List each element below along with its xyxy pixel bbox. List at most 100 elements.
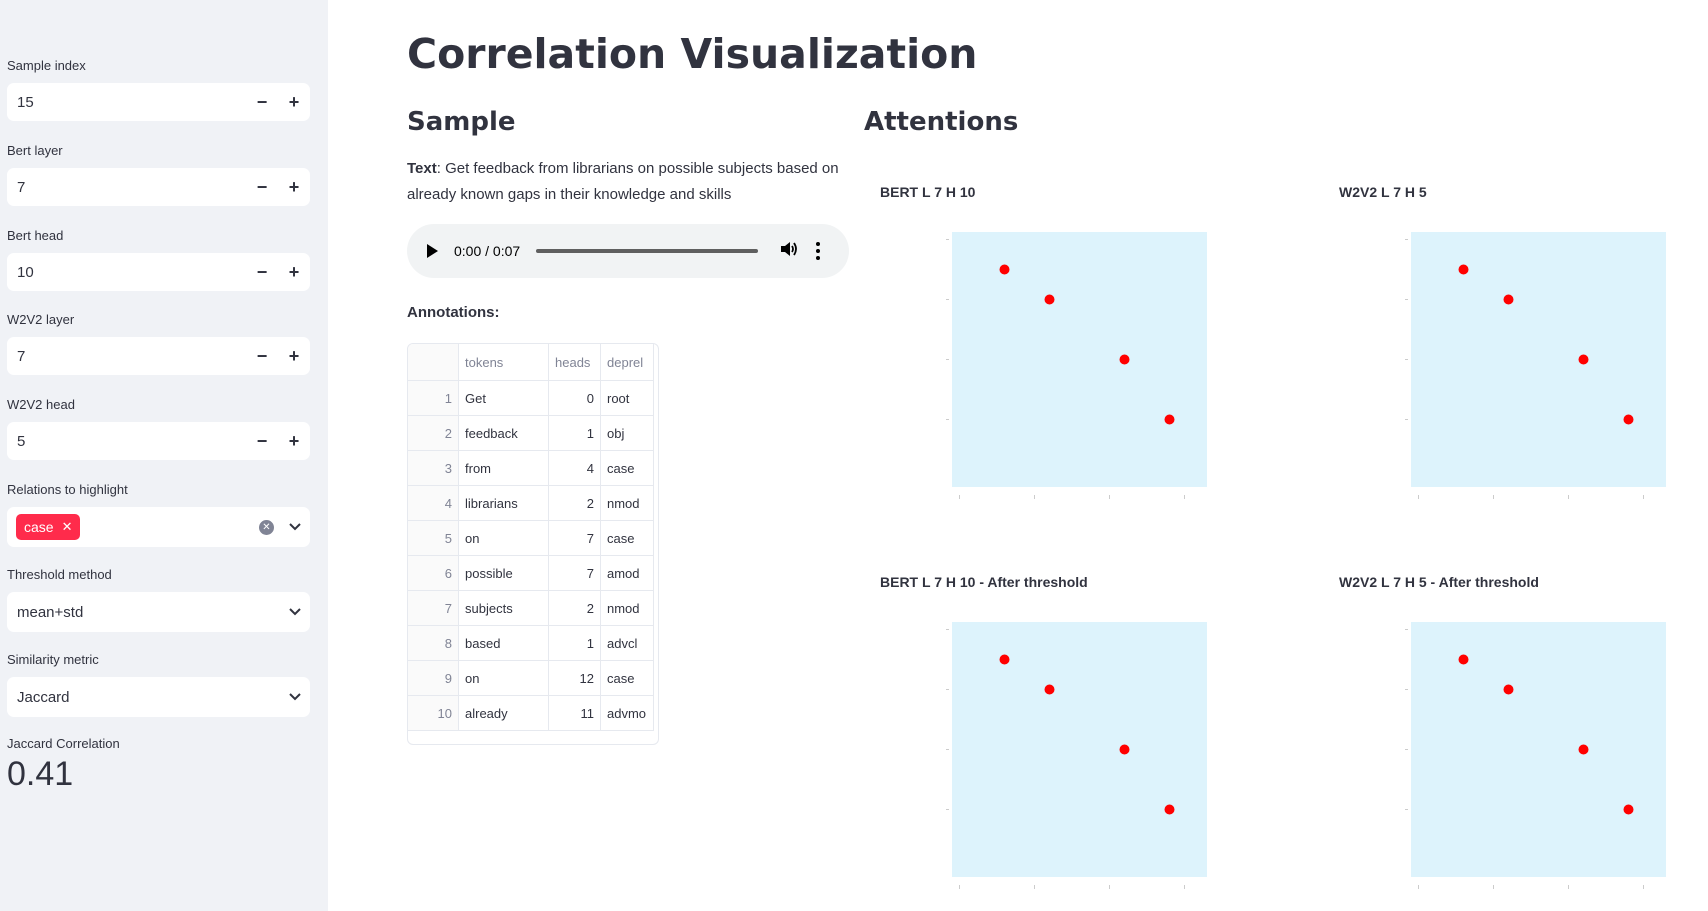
highlight-marker [1119,354,1130,365]
column-header[interactable]: tokens [458,344,549,381]
similarity-label: Similarity metric [7,652,99,667]
table-row[interactable]: 1 Get 0 root [408,380,654,416]
sample-index-input[interactable]: 15 − + [7,83,310,121]
cell-heads[interactable]: 2 [548,590,601,626]
table-row[interactable]: 3 from 4 case [408,450,654,486]
sidebar: Sample index 15 − + Bert layer 7 − + Ber… [0,0,328,911]
row-index[interactable]: 2 [408,415,459,451]
column-header[interactable]: deprel [600,344,654,381]
cell-deprel[interactable]: obj [600,415,654,451]
play-icon[interactable] [427,244,438,258]
row-index[interactable]: 8 [408,625,459,661]
cell-tokens[interactable]: possible [458,555,549,591]
table-row[interactable]: 2 feedback 1 obj [408,415,654,451]
bert-head-decrement-button[interactable]: − [256,261,268,282]
cell-deprel[interactable]: root [600,380,654,416]
remove-tag-icon[interactable]: ✕ [61,519,73,534]
threshold-select[interactable]: mean+std [7,592,310,632]
w2v2-layer-input[interactable]: 7 − + [7,337,310,375]
cell-deprel[interactable]: nmod [600,485,654,521]
bert-layer-input[interactable]: 7 − + [7,168,310,206]
cell-tokens[interactable]: feedback [458,415,549,451]
bert-layer-decrement-button[interactable]: − [256,176,268,197]
cell-heads[interactable]: 0 [548,380,601,416]
cell-heads[interactable]: 1 [548,415,601,451]
table-row[interactable]: 5 on 7 case [408,520,654,556]
cell-heads[interactable]: 7 [548,520,601,556]
w2v2-layer-field: W2V2 layer 7 − + [7,312,310,375]
bert-layer-value[interactable]: 7 [17,178,26,196]
cell-tokens[interactable]: on [458,660,549,696]
highlight-marker [1503,684,1514,695]
row-index[interactable]: 5 [408,520,459,556]
cell-deprel[interactable]: advcl [600,625,654,661]
metric-label: Jaccard Correlation [7,736,120,751]
row-index[interactable]: 7 [408,590,459,626]
relations-multiselect[interactable]: case ✕ ✕ [7,507,310,547]
cell-deprel[interactable]: case [600,520,654,556]
audio-seek-bar[interactable] [536,249,759,253]
cell-tokens[interactable]: Get [458,380,549,416]
heatmap-background [1411,232,1666,487]
clear-all-icon[interactable]: ✕ [259,519,274,535]
sample-index-value[interactable]: 15 [17,93,34,111]
bert-layer-increment-button[interactable]: + [288,176,300,197]
cell-heads[interactable]: 7 [548,555,601,591]
w2v2-layer-increment-button[interactable]: + [288,345,300,366]
w2v2-layer-decrement-button[interactable]: − [256,345,268,366]
jaccard-metric: Jaccard Correlation 0.41 [7,736,310,794]
bert-head-increment-button[interactable]: + [288,261,300,282]
table-row[interactable]: 4 librarians 2 nmod [408,485,654,521]
row-index[interactable]: 9 [408,660,459,696]
w2v2-head-input[interactable]: 5 − + [7,422,310,460]
table-row[interactable]: 8 based 1 advcl [408,625,654,661]
chevron-down-icon[interactable] [280,608,310,616]
volume-icon[interactable] [780,241,798,262]
relation-tag: case ✕ [16,514,81,540]
w2v2-head-value[interactable]: 5 [17,432,26,450]
cell-heads[interactable]: 12 [548,660,601,696]
table-row[interactable]: 10 already 11 advmo [408,695,654,731]
highlight-marker [1578,354,1589,365]
cell-tokens[interactable]: on [458,520,549,556]
w2v2-layer-value[interactable]: 7 [17,347,26,365]
cell-heads[interactable]: 2 [548,485,601,521]
cell-tokens[interactable]: from [458,450,549,486]
row-index[interactable]: 10 [408,695,459,731]
cell-heads[interactable]: 1 [548,625,601,661]
sample-index-decrement-button[interactable]: − [256,91,268,112]
row-index[interactable]: 6 [408,555,459,591]
sample-text: Text: Get feedback from librarians on po… [407,156,847,208]
row-index[interactable]: 4 [408,485,459,521]
cell-tokens[interactable]: subjects [458,590,549,626]
column-header[interactable]: heads [548,344,601,381]
cell-heads[interactable]: 4 [548,450,601,486]
bert-head-input[interactable]: 10 − + [7,253,310,291]
bert-head-field: Bert head 10 − + [7,228,310,291]
cell-tokens[interactable]: already [458,695,549,731]
cell-heads[interactable]: 11 [548,695,601,731]
sample-index-increment-button[interactable]: + [288,91,300,112]
cell-deprel[interactable]: nmod [600,590,654,626]
cell-deprel[interactable]: case [600,660,654,696]
chevron-down-icon[interactable] [280,693,310,701]
chevron-down-icon[interactable] [280,523,310,531]
row-index[interactable]: 1 [408,380,459,416]
more-options-icon[interactable] [816,242,821,260]
row-index[interactable]: 3 [408,450,459,486]
similarity-select[interactable]: Jaccard [7,677,310,717]
cell-deprel[interactable]: advmo [600,695,654,731]
table-row[interactable]: 9 on 12 case [408,660,654,696]
cell-deprel[interactable]: case [600,450,654,486]
cell-tokens[interactable]: librarians [458,485,549,521]
bert-layer-field: Bert layer 7 − + [7,143,310,206]
annotations-table[interactable]: tokens heads deprel 1 Get 0 root 2 feedback 1 o… [407,343,659,745]
table-row[interactable]: 6 possible 7 amod [408,555,654,591]
w2v2-head-increment-button[interactable]: + [288,430,300,451]
cell-tokens[interactable]: based [458,625,549,661]
highlight-marker [1458,264,1469,275]
cell-deprel[interactable]: amod [600,555,654,591]
table-row[interactable]: 7 subjects 2 nmod [408,590,654,626]
bert-head-value[interactable]: 10 [17,263,34,281]
w2v2-head-decrement-button[interactable]: − [256,430,268,451]
